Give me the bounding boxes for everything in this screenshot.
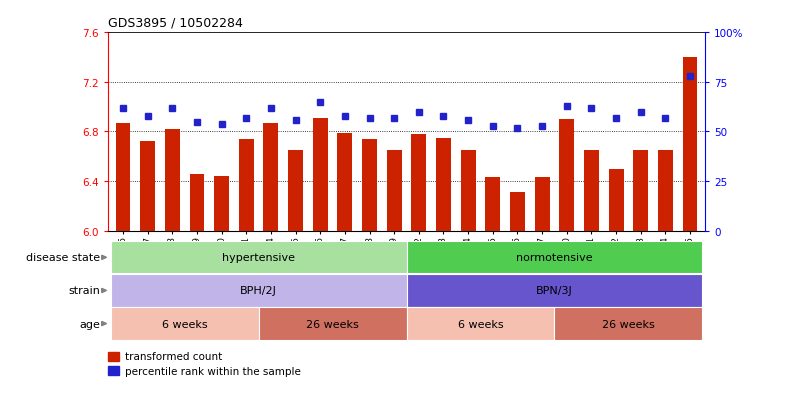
Text: hypertensive: hypertensive [222,253,295,263]
Bar [214,177,229,231]
Bar [658,151,673,231]
Text: GDS3895 / 10502284: GDS3895 / 10502284 [108,17,243,29]
Bar [485,178,500,231]
Bar [337,133,352,231]
Text: 6 weeks: 6 weeks [162,319,207,329]
Bar [264,123,278,231]
Bar [461,151,476,231]
Bar [362,140,377,231]
Bar [387,151,401,231]
Bar [535,178,549,231]
Bar [584,151,599,231]
Bar [412,135,426,231]
Bar [510,193,525,231]
Bar [436,138,451,231]
Text: 6 weeks: 6 weeks [457,319,503,329]
Text: percentile rank within the sample: percentile rank within the sample [125,366,301,376]
Bar [313,119,328,231]
Bar [609,169,623,231]
Text: BPN/3J: BPN/3J [536,286,573,296]
Bar [239,140,254,231]
Text: 26 weeks: 26 weeks [602,319,654,329]
Text: BPH/2J: BPH/2J [240,286,277,296]
Text: 26 weeks: 26 weeks [306,319,359,329]
Text: normotensive: normotensive [516,253,593,263]
Text: transformed count: transformed count [125,351,222,361]
Bar [115,123,131,231]
Bar [634,151,648,231]
Text: age: age [79,319,100,329]
Bar [165,130,179,231]
Text: strain: strain [68,286,100,296]
Bar [190,174,204,231]
Bar [682,58,698,231]
Text: disease state: disease state [26,253,100,263]
Bar [559,120,574,231]
Bar [288,151,303,231]
Bar [140,142,155,231]
